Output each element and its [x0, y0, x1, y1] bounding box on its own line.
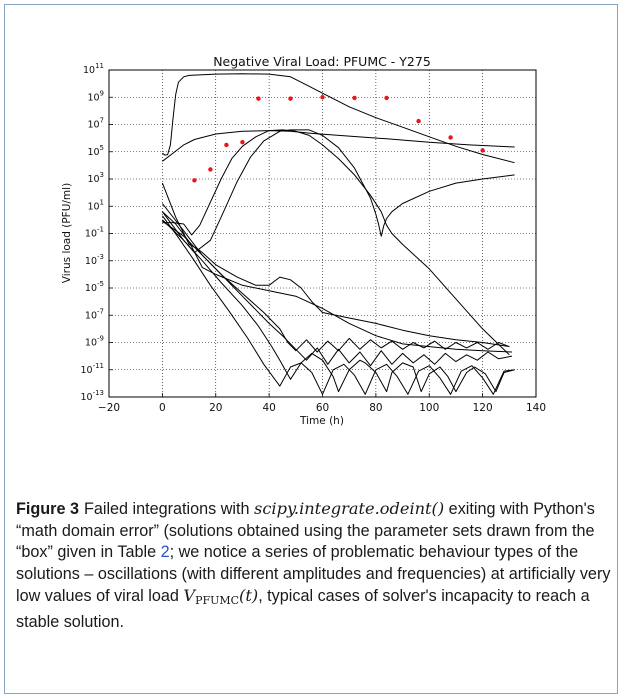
grid-lines	[109, 70, 536, 397]
series-line	[162, 73, 515, 164]
x-axis-ticks: −20 0 20 40 60 80 100 120 140	[98, 393, 546, 414]
caption-text-4: , typical cases of solver's incapacity t…	[16, 587, 590, 631]
data-point	[288, 96, 293, 101]
y-tick-label: 10-1	[85, 226, 104, 240]
y-tick-label: 105	[87, 144, 104, 158]
series-line	[162, 203, 513, 367]
y-tick-label: 10-13	[80, 389, 104, 403]
y-tick-label: 109	[87, 89, 104, 103]
data-point	[416, 118, 421, 124]
observed-points	[192, 95, 485, 183]
series-lines	[161, 73, 515, 395]
y-tick-label: 10-7	[85, 307, 104, 321]
y-tick-label: 10-3	[85, 253, 104, 267]
y-tick-label: 1011	[83, 62, 104, 76]
series-line	[162, 130, 515, 162]
data-point	[192, 178, 197, 183]
y-tick-label: 107	[87, 117, 104, 131]
x-axis-label: Time (h)	[299, 415, 344, 427]
x-tick-label: 120	[473, 402, 493, 414]
series-line	[162, 220, 510, 353]
data-point	[256, 96, 261, 101]
caption-math: VPFUMC(t)	[183, 586, 259, 607]
data-point	[240, 140, 245, 145]
data-point	[448, 135, 453, 140]
caption-text-3: ; we notice a series of problematic beha…	[16, 543, 611, 605]
caption-code: scipy.integrate.odeint()	[254, 499, 445, 518]
x-tick-label: 0	[159, 402, 166, 414]
x-tick-label: 40	[262, 402, 275, 414]
table-ref-link[interactable]: 2	[160, 543, 170, 561]
series-line	[162, 211, 513, 353]
y-axis-label: Virus load (PFU/ml)	[61, 183, 73, 283]
figure-panel	[4, 4, 618, 694]
data-point	[320, 95, 325, 100]
caption-text-2: exiting with Python's “math domain error…	[16, 500, 595, 561]
y-tick-label: 10-11	[80, 362, 104, 376]
x-tick-label: 20	[209, 402, 222, 414]
y-tick-label: 103	[87, 171, 104, 185]
y-axis-ticks: 1011 109 107 105 103 101 10-1 10-3 10-5 10-7 10-9 1…	[80, 62, 113, 403]
caption-text-1: Failed integrations with	[83, 500, 255, 518]
figure-caption: Figure 3 Failed integrations with scipy.i…	[16, 498, 616, 633]
x-tick-label: 100	[419, 402, 439, 414]
series-line	[161, 182, 510, 348]
data-point	[352, 95, 357, 101]
series-line	[161, 215, 515, 395]
y-tick-label: 101	[87, 198, 104, 212]
series-line	[162, 219, 515, 393]
y-tick-label: 10-5	[85, 280, 104, 294]
x-tick-label: −20	[98, 402, 120, 414]
data-point	[208, 167, 213, 172]
data-point	[480, 148, 485, 153]
data-point	[224, 142, 229, 148]
viral-load-chart: Negative Viral Load: PFUMC - Y275 −20 0 20…	[61, 54, 546, 427]
data-point	[384, 95, 389, 101]
y-tick-label: 10-9	[85, 335, 104, 349]
x-tick-label: 140	[526, 402, 546, 414]
series-line	[161, 129, 515, 254]
chart-title: Negative Viral Load: PFUMC - Y275	[213, 54, 431, 69]
series-line	[162, 129, 510, 356]
caption-label: Figure 3	[16, 500, 79, 518]
x-tick-label: 60	[316, 402, 329, 414]
x-tick-label: 80	[369, 402, 382, 414]
